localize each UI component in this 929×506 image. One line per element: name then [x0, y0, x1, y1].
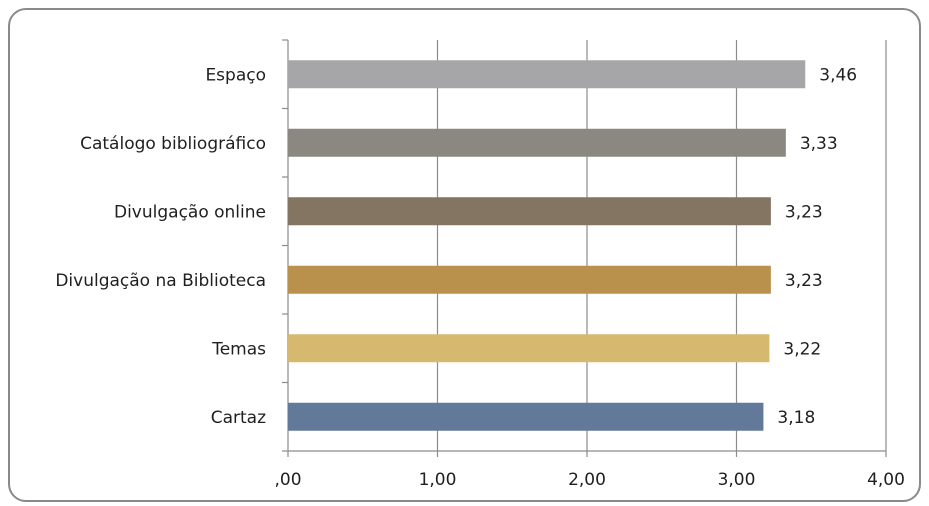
- bar: [288, 197, 771, 226]
- bar: [288, 60, 806, 89]
- data-label: 3,22: [783, 339, 821, 359]
- data-label: 3,18: [777, 408, 815, 428]
- data-label: 3,46: [819, 65, 857, 85]
- category-label: Catálogo bibliográfico: [80, 134, 266, 154]
- labels: Espaço 3,46 Catálogo bibliográfico 3,33 Divu…: [55, 65, 857, 428]
- category-label: Divulgação na Biblioteca: [55, 271, 266, 291]
- category-label: Cartaz: [211, 408, 266, 428]
- data-label: 3,33: [800, 134, 838, 154]
- bar: [288, 265, 771, 294]
- x-tick-label: ,00: [274, 470, 301, 490]
- category-label: Temas: [211, 339, 266, 359]
- bar: [288, 402, 764, 431]
- axes: ,00 1,00 2,00 3,00 4,00: [274, 39, 905, 490]
- bars: [288, 60, 806, 431]
- data-label: 3,23: [785, 202, 823, 222]
- x-tick-label: 1,00: [419, 470, 457, 490]
- gridlines: [436, 40, 887, 451]
- data-label: 3,23: [785, 271, 823, 291]
- category-label: Divulgação online: [114, 202, 266, 222]
- x-tick-label: 2,00: [568, 470, 606, 490]
- category-label: Espaço: [205, 65, 266, 85]
- bar: [288, 128, 786, 157]
- bar: [288, 334, 770, 363]
- x-tick-label: 3,00: [718, 470, 756, 490]
- x-tick-label: 4,00: [867, 470, 905, 490]
